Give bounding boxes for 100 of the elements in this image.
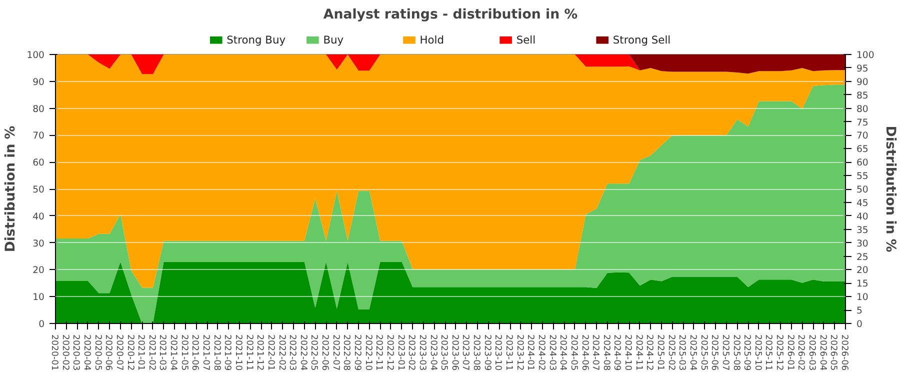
legend-label: Strong Buy — [226, 34, 286, 47]
x-tick-label: 2024-05 — [568, 334, 578, 371]
legend-label: Hold — [420, 34, 444, 47]
x-tick-label: 2025-03 — [676, 334, 687, 371]
x-tick-label: 2024-02 — [536, 334, 546, 371]
x-tick-label: 2021-05 — [178, 334, 189, 371]
y2-tick-label: 65 — [856, 144, 868, 156]
y2-tick-label: 5 — [856, 306, 862, 317]
x-tick-label: 2022-02 — [276, 334, 286, 371]
x-tick-label: 2020-12 — [124, 334, 135, 371]
x-tick-label: 2022-03 — [287, 334, 298, 371]
y-tick-label: 80 — [32, 104, 45, 115]
x-tick-label: 2020-05 — [92, 334, 102, 371]
x-tick-label: 2025-12 — [774, 334, 784, 371]
y2-tick-label: 70 — [856, 130, 868, 142]
x-tick-label: 2023-02 — [406, 334, 416, 371]
x-tick-label: 2022-11 — [374, 334, 384, 371]
x-tick-label: 2021-10 — [232, 334, 243, 371]
x-tick-label: 2022-06 — [320, 334, 330, 371]
y2-tick-label: 80 — [856, 104, 868, 115]
legend-label: Strong Sell — [612, 34, 671, 47]
x-tick-label: 2026-05 — [828, 334, 838, 371]
x-tick-label: 2025-07 — [720, 334, 730, 371]
x-tick-label: 2021-03 — [157, 334, 168, 371]
x-tick-label: 2026-01 — [784, 334, 795, 371]
y2-tick-label: 95 — [856, 63, 868, 74]
x-tick-label: 2021-09 — [222, 334, 232, 371]
x-tick-label: 2021-06 — [190, 334, 200, 371]
chart-title: Analyst ratings - distribution in % — [323, 8, 578, 22]
x-tick-label: 2025-08 — [730, 334, 741, 371]
x-tick-label: 2025-06 — [709, 334, 720, 371]
x-tick-label: 2020-06 — [103, 334, 114, 371]
x-tick-label: 2021-11 — [244, 334, 254, 371]
x-tick-label: 2025-05 — [698, 334, 708, 371]
x-tick-label: 2024-08 — [600, 334, 611, 371]
x-tick-label: 2023-06 — [449, 334, 460, 371]
x-tick-label: 2025-10 — [752, 334, 762, 371]
x-tick-label: 2020-02 — [60, 334, 70, 371]
x-tick-label: 2023-10 — [492, 334, 503, 371]
legend-label: Buy — [323, 34, 344, 47]
y2-tick-label: 85 — [856, 90, 868, 102]
x-tick-label: 2026-02 — [796, 334, 806, 371]
y-tick-label: 90 — [32, 76, 45, 88]
x-tick-label: 2023-05 — [438, 334, 449, 371]
x-tick-label: 2024-10 — [622, 334, 633, 371]
x-tick-label: 2023-09 — [482, 334, 492, 371]
x-tick-label: 2023-11 — [504, 334, 514, 371]
x-tick-label: 2025-04 — [687, 334, 698, 372]
x-tick-label: 2022-01 — [265, 334, 276, 371]
x-tick-label: 2022-10 — [362, 334, 373, 371]
y2-tick-label: 25 — [856, 252, 868, 263]
x-tick-label: 2023-08 — [471, 334, 482, 371]
y2-tick-label: 55 — [856, 171, 868, 182]
y2-tick-label: 15 — [856, 278, 868, 290]
y2-tick-label: 0 — [856, 319, 862, 330]
x-tick-label: 2022-12 — [384, 334, 394, 371]
y-tick-label: 10 — [32, 292, 45, 304]
x-tick-label: 2020-03 — [70, 334, 81, 371]
x-tick-label: 2026-06 — [839, 334, 849, 371]
x-tick-label: 2024-09 — [612, 334, 622, 371]
x-tick-label: 2025-11 — [763, 334, 774, 371]
x-tick-label: 2023-03 — [416, 334, 427, 371]
x-tick-label: 2021-02 — [146, 334, 156, 371]
y2-tick-label: 90 — [856, 76, 868, 88]
y-tick-label: 60 — [32, 158, 45, 169]
x-tick-label: 2023-12 — [514, 334, 524, 371]
x-tick-label: 2024-11 — [633, 334, 644, 371]
x-tick-label: 2022-05 — [308, 334, 319, 371]
x-tick-label: 2026-04 — [817, 334, 828, 372]
x-tick-label: 2025-09 — [742, 334, 752, 371]
x-tick-label: 2020-01 — [49, 334, 59, 371]
x-tick-label: 2020-07 — [114, 334, 124, 371]
y2-tick-label: 10 — [856, 292, 868, 304]
x-tick-label: 2024-01 — [525, 334, 536, 371]
y2-tick-label: 50 — [856, 184, 868, 196]
y-tick-label: 30 — [32, 238, 45, 250]
y-tick-label: 50 — [32, 184, 45, 196]
x-tick-label: 2025-02 — [666, 334, 676, 371]
x-tick-label: 2022-04 — [298, 334, 308, 372]
x-tick-label: 2024-04 — [558, 334, 568, 372]
x-tick-label: 2020-04 — [81, 334, 92, 372]
y-tick-label: 0 — [38, 319, 45, 330]
y2-tick-label: 60 — [856, 158, 868, 169]
y-tick-label: 20 — [32, 265, 45, 276]
legend-label: Sell — [516, 34, 536, 47]
y-tick-label: 100 — [26, 50, 45, 61]
y2-tick-label: 100 — [856, 50, 874, 61]
x-tick-label: 2024-03 — [546, 334, 557, 371]
x-tick-label: 2024-07 — [590, 334, 600, 371]
x-tick-label: 2025-01 — [655, 334, 666, 371]
x-tick-label: 2023-01 — [395, 334, 406, 371]
x-tick-label: 2021-08 — [211, 334, 222, 371]
x-tick-label: 2022-08 — [341, 334, 352, 371]
x-tick-label: 2023-07 — [460, 334, 470, 371]
y-tick-label: 70 — [32, 130, 45, 142]
x-tick-label: 2026-03 — [806, 334, 817, 371]
y2-tick-label: 20 — [856, 265, 868, 276]
x-tick-label: 2021-07 — [200, 334, 211, 371]
y2-tick-label: 75 — [856, 117, 868, 128]
y2-tick-label: 30 — [856, 238, 868, 250]
